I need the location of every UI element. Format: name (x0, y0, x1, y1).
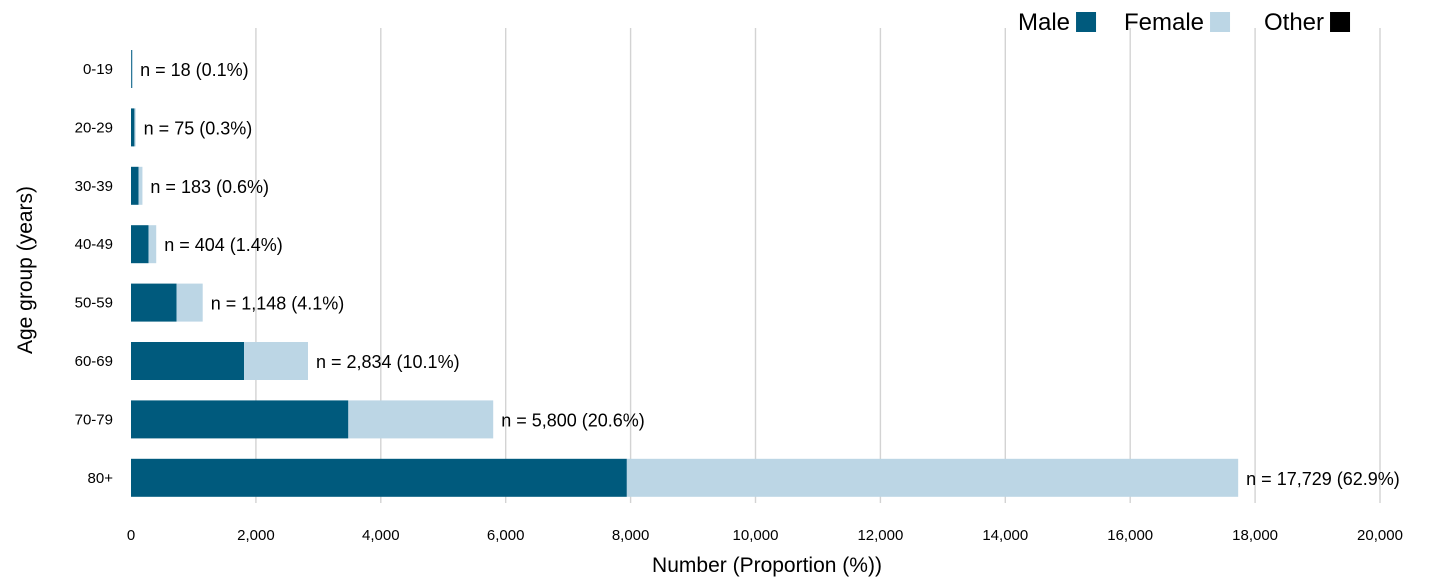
legend-swatch-male (1076, 12, 1097, 32)
x-axis-title: Number (Proportion (%)) (652, 554, 882, 577)
x-tick-label: 4,000 (362, 527, 400, 544)
bar-female (348, 400, 494, 439)
y-tick-label: 50-59 (75, 295, 113, 312)
bar-female (244, 342, 308, 380)
bar-male (131, 342, 245, 380)
bar-female (134, 108, 136, 147)
bar-data-label: n = 75 (0.3%) (144, 118, 253, 138)
bar-male (131, 108, 135, 147)
y-tick-label: 60-69 (75, 353, 113, 370)
bar-female (626, 458, 1239, 497)
x-tick-label: 8,000 (612, 527, 650, 544)
bar-female (148, 225, 157, 264)
x-tick-label: 14,000 (982, 527, 1028, 544)
bar-data-label: n = 17,729 (62.9%) (1246, 469, 1400, 489)
bar-data-label: n = 404 (1.4%) (164, 235, 283, 255)
bar-female (176, 283, 203, 322)
bar-data-label: n = 18 (0.1%) (140, 60, 249, 80)
bar-data-label: n = 1,148 (4.1%) (211, 294, 345, 314)
bar-male (131, 225, 149, 264)
data-labels: n = 18 (0.1%) n = 75 (0.3%) n = 183 (0.6%)… (140, 60, 1400, 489)
y-axis-title: Age group (years) (14, 186, 37, 354)
y-tick-label: 20-29 (75, 119, 113, 136)
legend-swatch-female (1210, 12, 1231, 32)
y-tick-label: 0-19 (83, 61, 113, 78)
x-tick-label: 2,000 (237, 527, 275, 544)
bar-data-label: n = 5,800 (20.6%) (501, 410, 645, 430)
bar-male (131, 400, 349, 439)
grid-lines (255, 28, 1381, 503)
bars (131, 50, 1239, 497)
legend-swatch-other (1330, 12, 1351, 32)
y-axis-ticks: 0-19 20-29 30-39 40-49 50-59 60-69 70-79 80+ (75, 61, 114, 487)
x-tick-label: 20,000 (1357, 527, 1403, 544)
y-tick-label: 70-79 (75, 411, 113, 428)
legend-label: Male (1018, 9, 1070, 36)
y-tick-label: 30-39 (75, 178, 113, 195)
bar-male (131, 283, 177, 322)
legend-label: Other (1264, 9, 1324, 36)
x-tick-label: 10,000 (733, 527, 779, 544)
x-tick-label: 16,000 (1107, 527, 1153, 544)
bar-data-label: n = 183 (0.6%) (150, 177, 269, 197)
bar-male (131, 458, 627, 497)
y-tick-label: 80+ (88, 470, 114, 487)
x-tick-label: 12,000 (857, 527, 903, 544)
bar-female (138, 166, 143, 205)
x-axis-ticks: 0 2,000 4,000 6,000 8,000 10,000 12,000 14,000 1… (127, 527, 1403, 544)
bar-data-label: n = 2,834 (10.1%) (316, 352, 460, 372)
x-tick-label: 6,000 (487, 527, 525, 544)
bar-female (131, 50, 133, 88)
bar-male (131, 166, 139, 205)
x-tick-label: 18,000 (1232, 527, 1278, 544)
bar-male (131, 50, 133, 88)
legend: Male Female Other (1018, 9, 1351, 36)
x-tick-label: 0 (127, 527, 135, 544)
y-tick-label: 40-49 (75, 236, 113, 253)
legend-label: Female (1124, 9, 1204, 36)
